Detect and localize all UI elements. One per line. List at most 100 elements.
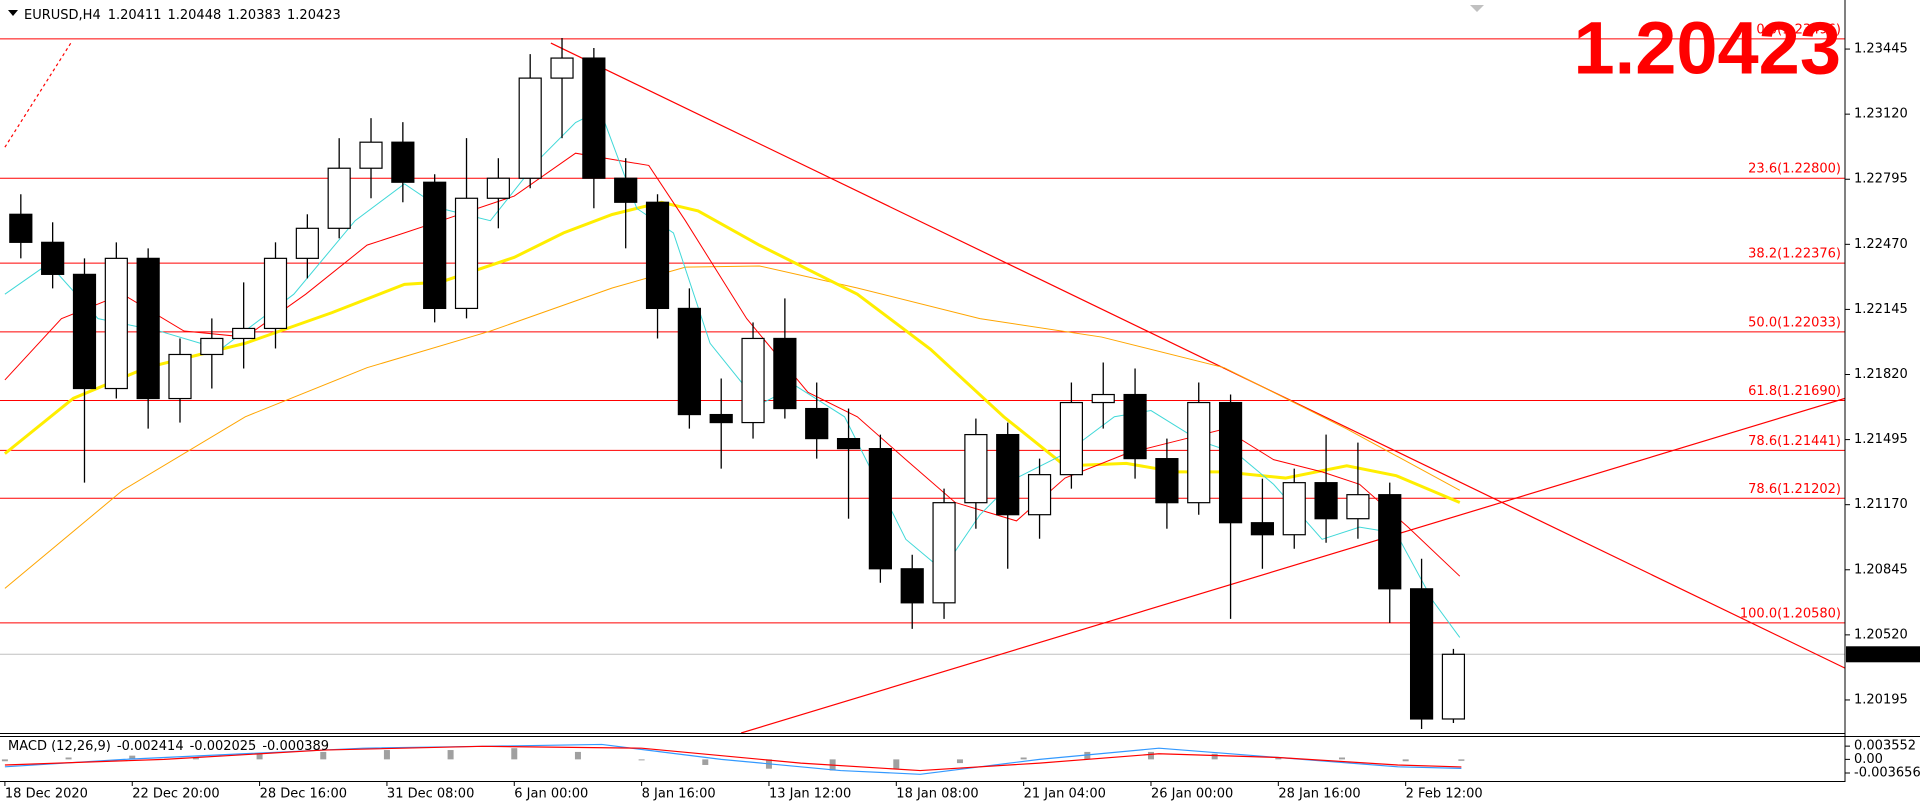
y-tick-label: 1.20520 bbox=[1854, 627, 1908, 642]
candle-body bbox=[614, 177, 638, 203]
candle-body bbox=[645, 201, 670, 310]
trendline bbox=[740, 397, 1845, 733]
macd-histogram-bar bbox=[320, 751, 327, 760]
candle-body bbox=[836, 437, 861, 450]
macd-histogram-bar bbox=[256, 753, 263, 760]
ohlc-value: 1.20411 bbox=[108, 8, 162, 23]
macd-value: -0.002025 bbox=[190, 739, 257, 754]
candle-body bbox=[868, 448, 892, 570]
candle-body bbox=[327, 167, 351, 229]
macd-histogram-bar bbox=[893, 759, 900, 769]
fib-label: 78.6(1.21202) bbox=[1748, 482, 1841, 497]
macd-main-line bbox=[4, 743, 1462, 775]
macd-value: -0.002414 bbox=[117, 739, 184, 754]
macd-histogram-bar bbox=[383, 750, 390, 760]
macd-histogram-bar bbox=[1020, 757, 1027, 760]
y-tick-label: 1.20195 bbox=[1854, 692, 1908, 707]
candle-body bbox=[1250, 522, 1275, 536]
x-tick-label: 18 Jan 08:00 bbox=[896, 787, 978, 802]
y-tick-label: -0.003656 bbox=[1854, 766, 1920, 781]
chart-layer: 0.0(1.23496) 23.6(1.22800) 38.2(1.22376) 50… bbox=[0, 7, 1920, 802]
candle-body bbox=[104, 257, 128, 390]
ohlc-value: 1.20448 bbox=[167, 8, 221, 23]
y-tick-label: 1.23120 bbox=[1854, 107, 1908, 122]
candle-body bbox=[709, 413, 733, 424]
candle-body bbox=[136, 257, 160, 400]
price-box bbox=[1846, 646, 1920, 663]
y-tick-label: 1.20845 bbox=[1854, 562, 1908, 577]
y-tick-label: 0.003552 bbox=[1854, 739, 1916, 754]
candle-body bbox=[423, 181, 447, 310]
candle-body bbox=[1314, 482, 1338, 520]
macd-value: -0.000389 bbox=[262, 739, 329, 754]
trendline bbox=[550, 42, 1845, 669]
y-tick-label: 1.21495 bbox=[1854, 432, 1908, 447]
x-tick-label: 26 Jan 00:00 bbox=[1151, 787, 1233, 802]
y-tick-label: 1.23445 bbox=[1854, 42, 1908, 57]
candle-body bbox=[1123, 393, 1147, 460]
y-tick-label: 1.22795 bbox=[1854, 172, 1908, 187]
ohlc-value: 1.20423 bbox=[287, 8, 341, 23]
candle-body bbox=[677, 307, 701, 416]
x-tick-label: 28 Jan 16:00 bbox=[1278, 787, 1360, 802]
symbol-menu-arrow[interactable] bbox=[8, 10, 18, 16]
fib-label: 50.0(1.22033) bbox=[1748, 315, 1841, 330]
macd-histogram-bar bbox=[1211, 753, 1218, 760]
macd-histogram-bar bbox=[1275, 757, 1282, 760]
x-tick-label: 18 Dec 2020 bbox=[5, 787, 88, 802]
macd-histogram-bar bbox=[129, 755, 136, 760]
macd-histogram-bar bbox=[574, 751, 581, 760]
candle-body bbox=[932, 502, 956, 604]
macd-histogram-bar bbox=[1, 759, 8, 762]
candle-body bbox=[900, 568, 924, 604]
candle-body bbox=[200, 337, 224, 356]
macd-histogram-bar bbox=[1458, 759, 1465, 761]
x-tick-label: 2 Feb 12:00 bbox=[1406, 787, 1483, 802]
macd-histogram-bar bbox=[447, 750, 454, 760]
candle-body bbox=[454, 197, 479, 310]
macd-signal-line bbox=[4, 745, 1462, 772]
y-tick-label: 1.22470 bbox=[1854, 237, 1908, 252]
candle-body bbox=[1027, 474, 1052, 516]
macd-histogram-bar bbox=[1338, 757, 1345, 760]
candle-body bbox=[1218, 401, 1243, 524]
candle-body bbox=[391, 141, 415, 183]
candle-body bbox=[295, 227, 319, 259]
fib-label: 23.6(1.22800) bbox=[1748, 162, 1841, 177]
macd-histogram-bar bbox=[956, 759, 963, 764]
macd-histogram-bar bbox=[1084, 751, 1091, 760]
macd-plot bbox=[1, 743, 1465, 775]
candle-body bbox=[232, 327, 256, 340]
candle-body bbox=[486, 177, 510, 199]
candle-body bbox=[964, 433, 988, 504]
macd-title: MACD (12,26,9) bbox=[8, 739, 111, 754]
candle-body bbox=[805, 407, 829, 440]
candle-body bbox=[359, 141, 383, 169]
candle-body bbox=[1059, 401, 1083, 476]
candle-body bbox=[1282, 482, 1306, 536]
candle-body bbox=[1155, 458, 1179, 504]
y-tick-label: 1.21820 bbox=[1854, 367, 1908, 382]
macd-histogram-bar bbox=[1402, 759, 1409, 762]
y-tick-label: 1.22145 bbox=[1854, 302, 1908, 317]
price-box-label: 1.20423 bbox=[1854, 647, 1908, 662]
x-tick-label: 28 Dec 16:00 bbox=[260, 787, 347, 802]
candle-body bbox=[550, 57, 574, 79]
x-tick-label: 13 Jan 12:00 bbox=[769, 787, 851, 802]
x-tick-label: 8 Jan 16:00 bbox=[642, 787, 716, 802]
x-tick-label: 22 Dec 20:00 bbox=[132, 787, 219, 802]
x-tick-label: 21 Jan 04:00 bbox=[1024, 787, 1106, 802]
candle-body bbox=[1346, 494, 1370, 520]
candle-body bbox=[72, 273, 97, 390]
x-tick-label: 31 Dec 08:00 bbox=[387, 787, 474, 802]
main-plot: 0.0(1.23496) 23.6(1.22800) 38.2(1.22376) 50… bbox=[0, 22, 1845, 733]
candle-body bbox=[9, 213, 33, 243]
y-tick-label: 0.00 bbox=[1854, 752, 1883, 767]
macd-header: MACD (12,26,9) -0.002414 -0.002025 -0.00038… bbox=[8, 739, 329, 754]
scroll-marker bbox=[1470, 5, 1484, 12]
fib-label: 0.0(1.23496) bbox=[1756, 22, 1841, 37]
ohlc-value: 1.20383 bbox=[227, 8, 281, 23]
macd-histogram-bar bbox=[65, 757, 72, 760]
